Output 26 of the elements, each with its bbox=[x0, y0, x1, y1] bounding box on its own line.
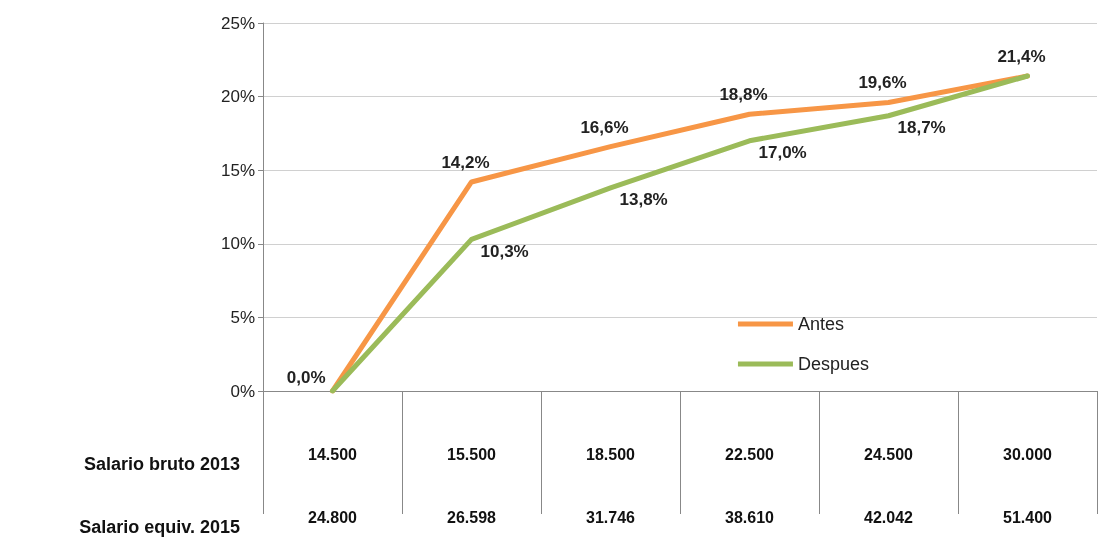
y-tick-label: 20% bbox=[220, 87, 255, 107]
category-label: 18.500 31.746 bbox=[586, 446, 635, 526]
y-tick-label: 5% bbox=[230, 307, 255, 327]
legend-label: Despues bbox=[797, 354, 869, 374]
data-label: 16,6% bbox=[580, 117, 629, 137]
y-tick-label: 15% bbox=[220, 160, 255, 180]
data-label: 18,7% bbox=[897, 118, 946, 138]
data-label: 13,8% bbox=[619, 190, 668, 210]
category-label: 24.500 42.042 bbox=[864, 446, 913, 526]
legend-label: Antes bbox=[797, 314, 844, 334]
data-label: 0,0% bbox=[286, 367, 326, 387]
category-label: 14.500 24.800 bbox=[308, 446, 357, 526]
y-tick-label: 0% bbox=[230, 381, 255, 401]
category-label: 30.000 51.400 bbox=[1003, 446, 1052, 526]
y-tick-label: 10% bbox=[220, 234, 255, 254]
text: Salario equiv. 2015 bbox=[79, 517, 241, 537]
data-label: 17,0% bbox=[758, 143, 807, 163]
data-label: 18,8% bbox=[719, 85, 768, 105]
text: Salario bruto 2013 bbox=[83, 454, 240, 474]
category-label: 22.500 38.610 bbox=[725, 446, 774, 526]
category-label: 15.500 26.598 bbox=[447, 446, 496, 526]
data-label: 14,2% bbox=[441, 152, 490, 172]
data-label: 21,4% bbox=[997, 46, 1046, 66]
data-label: 19,6% bbox=[858, 73, 907, 93]
y-tick-label: 25% bbox=[220, 13, 255, 33]
data-label: 10,3% bbox=[480, 241, 529, 261]
